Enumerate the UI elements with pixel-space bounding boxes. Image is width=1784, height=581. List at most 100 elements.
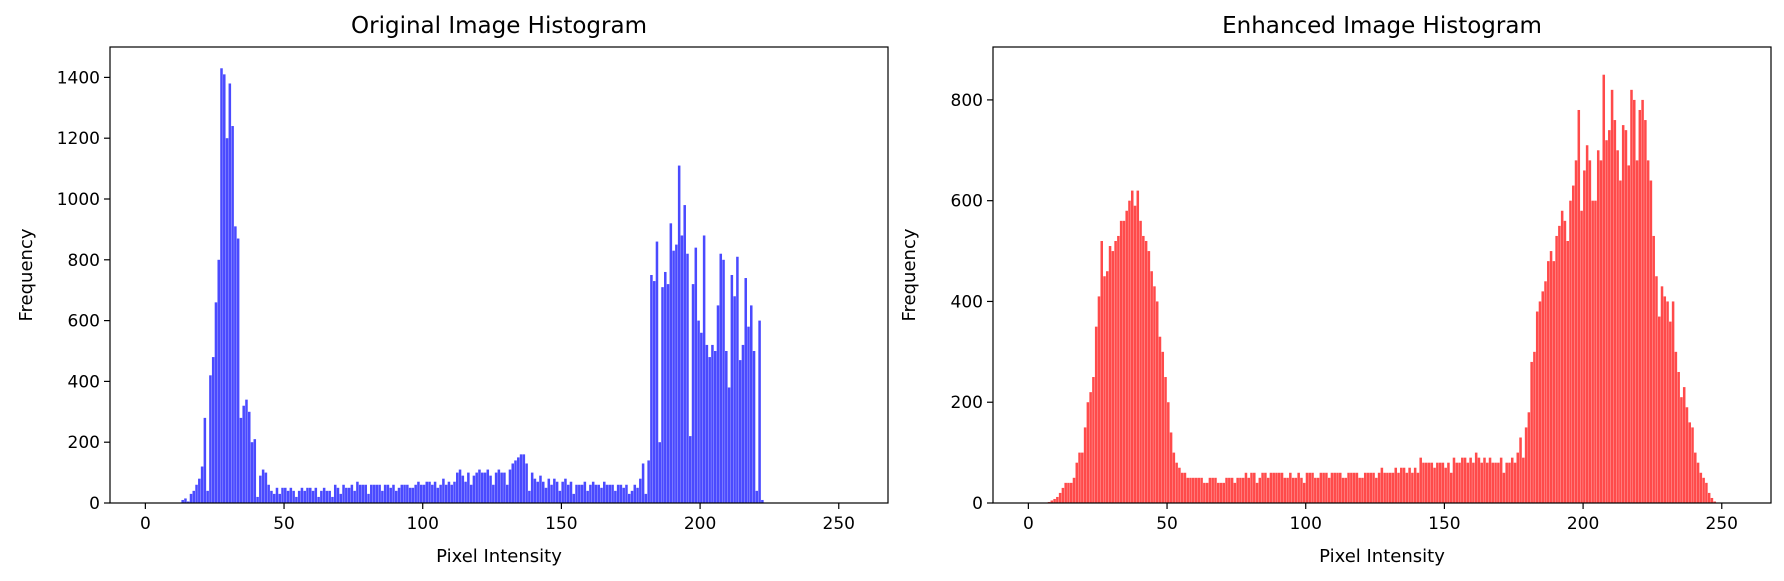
histogram-bar (597, 484, 600, 503)
histogram-bar (220, 68, 223, 503)
histogram-bar (1619, 180, 1622, 503)
histogram-bar (1519, 437, 1522, 503)
histogram-bar (1289, 472, 1292, 503)
y-tick-label: 0 (89, 494, 100, 514)
histogram-bar (1602, 74, 1606, 504)
histogram-bar (1458, 462, 1461, 503)
histogram-bar (1394, 467, 1397, 503)
histogram-bar (1322, 472, 1325, 503)
histogram-bar (328, 490, 331, 503)
histogram-bar (511, 463, 514, 503)
histogram-bar (181, 499, 184, 503)
histogram-bar (253, 439, 257, 503)
histogram-bar (1477, 457, 1481, 503)
histogram-bar (1347, 472, 1350, 503)
histogram-bar (1053, 498, 1056, 503)
histogram-bar (641, 463, 645, 503)
histogram-bar (1386, 472, 1389, 503)
enhanced-histogram-panel: 0 50 100 150 200 250 0 200 400 600 800 Enhanced Ima… (899, 13, 1772, 567)
histogram-bar (1308, 472, 1312, 503)
histogram-bar (1646, 160, 1650, 503)
histogram-bar (1474, 452, 1478, 503)
histogram-bar (408, 487, 412, 503)
histogram-bar (1438, 462, 1442, 503)
histogram-bar (367, 493, 370, 503)
histogram-bar (1186, 477, 1189, 503)
histogram-bar (1463, 457, 1467, 503)
histogram-bar (281, 487, 284, 503)
histogram-bar (1413, 467, 1417, 503)
histogram-bar (425, 481, 429, 503)
histogram-bar (1358, 477, 1361, 503)
histogram-bar (1527, 412, 1531, 503)
histogram-bar (311, 490, 315, 503)
y-tick-label: 1000 (57, 190, 100, 210)
histogram-bar (1705, 482, 1708, 503)
histogram-bar (1078, 452, 1081, 503)
histogram-bar (1655, 276, 1658, 503)
histogram-bar (419, 484, 423, 503)
histogram-bar (1200, 477, 1203, 503)
histogram-bar (250, 442, 254, 503)
histogram-bar (1433, 467, 1436, 503)
histogram-bar (1128, 200, 1131, 503)
histogram-bar (1405, 472, 1409, 503)
histogram-bar (242, 405, 245, 503)
histogram-bar (555, 481, 559, 503)
histogram-bar (619, 484, 623, 503)
histogram-bar (469, 484, 473, 503)
histogram-bar (1596, 150, 1600, 504)
histogram-bar (1591, 200, 1594, 503)
histogram-bar (297, 490, 301, 503)
histogram-bar (353, 490, 356, 503)
histogram-bar (1103, 276, 1106, 503)
histogram-bar (1344, 477, 1348, 503)
y-axis-label: Frequency (16, 228, 37, 321)
histogram-bar (1222, 482, 1226, 503)
histogram-bar (1369, 472, 1373, 503)
histogram-bar (616, 484, 620, 503)
histogram-bar (1441, 462, 1445, 503)
histogram-bar (1108, 246, 1112, 503)
histogram-bar (203, 417, 207, 503)
histogram-bar (730, 275, 734, 503)
histogram-bar (1411, 472, 1414, 503)
histogram-bar (1666, 301, 1669, 503)
histogram-bar (522, 454, 526, 503)
x-tick-label: 250 (1706, 514, 1738, 534)
histogram-bar (1302, 482, 1306, 503)
histogram-bar (1086, 402, 1090, 503)
histogram-bar (1505, 462, 1508, 503)
histogram-bar (1713, 501, 1716, 503)
histogram-bar (1100, 240, 1103, 504)
histogram-bar (1241, 477, 1245, 503)
histogram-bar (342, 484, 345, 503)
histogram-bar (450, 484, 453, 503)
histogram-bar (1483, 457, 1486, 503)
histogram-bar (1219, 482, 1223, 503)
histogram-bar (1680, 397, 1683, 503)
histogram-bar (1558, 225, 1561, 503)
histogram-bar (245, 399, 248, 503)
histogram-bar (544, 487, 548, 503)
histogram-bar (1397, 472, 1400, 503)
histogram-bar (472, 475, 476, 503)
histogram-bar (217, 259, 220, 503)
histogram-bar (561, 481, 564, 503)
histogram-bar (1067, 482, 1070, 503)
histogram-bar (286, 490, 290, 503)
histogram-bar (622, 487, 625, 503)
histogram-bar (356, 481, 359, 503)
histogram-bar (1510, 457, 1514, 503)
histogram-bar (1577, 109, 1581, 503)
histogram-bar (361, 484, 365, 503)
histogram-bar (1677, 371, 1680, 503)
histogram-bar (1569, 200, 1572, 503)
histogram-bar (400, 484, 404, 503)
histogram-bar (1341, 477, 1345, 503)
histogram-bar (397, 487, 401, 503)
histogram-bar (1635, 160, 1639, 503)
histogram-bar (184, 498, 187, 503)
histogram-bar (1682, 387, 1686, 503)
histogram-bar (611, 484, 614, 503)
